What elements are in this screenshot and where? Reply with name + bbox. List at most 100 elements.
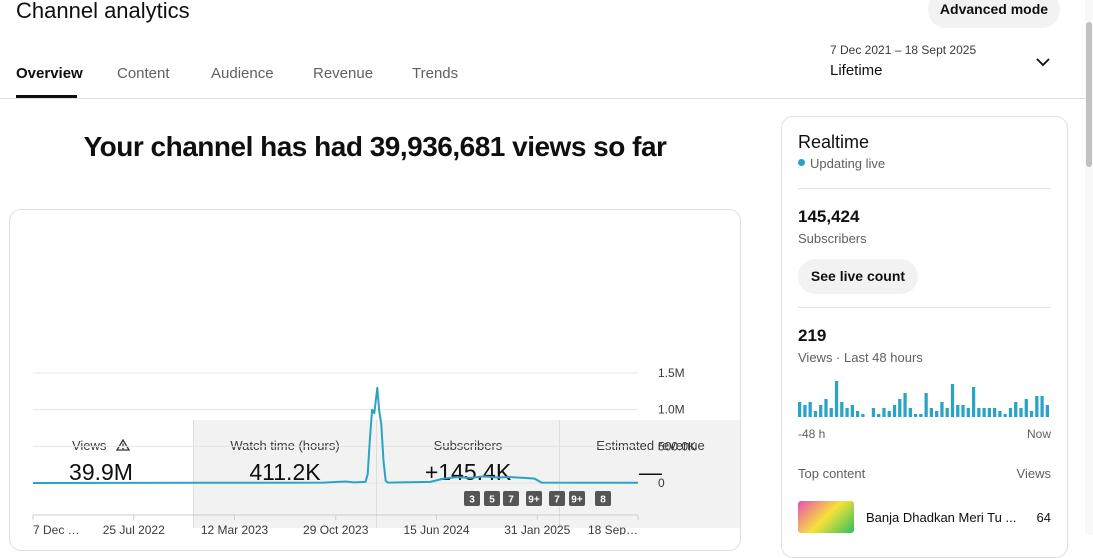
bar — [982, 408, 986, 417]
bar — [887, 411, 891, 417]
page-title: Channel analytics — [16, 0, 190, 23]
x-end-label: Now — [1026, 427, 1051, 441]
annotation-marker[interactable]: 8 — [595, 491, 611, 506]
bar — [935, 411, 939, 417]
bar — [877, 414, 881, 417]
bar — [924, 393, 928, 417]
bar — [908, 408, 912, 417]
y-tick-label: 1.5M — [658, 366, 685, 380]
realtime-views: 219 — [798, 326, 827, 345]
bar — [1045, 405, 1049, 417]
metric-label: Subscribers — [433, 438, 503, 453]
subscriber-label: Subscribers — [798, 231, 867, 246]
bar — [1024, 399, 1028, 417]
metric-label: Views — [71, 438, 107, 453]
metric-tab[interactable]: Views 39.9M — [10, 420, 192, 528]
scrollbar[interactable] — [1085, 0, 1093, 535]
x-tick-label: 15 Jun 2024 — [403, 523, 469, 535]
annotation-marker[interactable]: 9+ — [569, 491, 585, 506]
marker-badge — [595, 491, 611, 506]
tab[interactable]: Audience — [211, 65, 274, 82]
metrics-card: Views 39.9M Watch time (hours) 411.2K Su… — [9, 209, 741, 551]
bar — [798, 402, 802, 417]
bar — [1019, 408, 1023, 417]
tab-indicator — [16, 95, 77, 98]
metric-value: 39.9M — [69, 459, 133, 485]
bar — [1014, 402, 1018, 417]
tab[interactable]: Overview — [16, 65, 83, 82]
bar — [1003, 414, 1007, 417]
video-thumbnail[interactable] — [798, 501, 854, 533]
annotation-marker[interactable]: 7 — [549, 491, 565, 506]
headline: Your channel has had 39,936,681 views so… — [83, 131, 667, 162]
tab[interactable]: Content — [117, 65, 170, 82]
scrollbar-thumb[interactable] — [1086, 22, 1092, 167]
marker-label: 9+ — [528, 495, 540, 506]
annotation-marker[interactable]: 5 — [484, 491, 500, 506]
bar — [808, 402, 812, 417]
marker-label: 7 — [508, 495, 514, 506]
x-tick-label: 29 Oct 2023 — [303, 523, 369, 535]
bar — [1040, 396, 1044, 417]
x-tick-label: 12 Mar 2023 — [201, 523, 269, 535]
y-tick-label: 500.0K — [658, 439, 696, 453]
tab[interactable]: Revenue — [313, 65, 374, 82]
y-tick-label: 1.0M — [658, 403, 685, 417]
marker-badge — [569, 491, 585, 506]
dropdown-chevron[interactable] — [1035, 55, 1051, 69]
bar — [998, 411, 1002, 417]
date-period[interactable]: Lifetime — [830, 62, 883, 79]
see-live-count-button[interactable]: See live count — [798, 259, 918, 294]
date-range: 7 Dec 2021 – 18 Sept 2025 — [830, 43, 977, 57]
metric-tab[interactable]: Subscribers +145.4K — [376, 420, 559, 528]
bar — [813, 411, 818, 417]
bar — [903, 393, 907, 417]
metric-tab[interactable]: Estimated revenue — — [559, 420, 740, 528]
views-header: Views — [1016, 466, 1051, 481]
x-start-label: -48 h — [798, 427, 826, 441]
bar — [977, 408, 981, 417]
marker-label: 5 — [489, 495, 495, 506]
divider — [798, 307, 1051, 308]
marker-label: 7 — [554, 495, 560, 506]
advanced-mode-button[interactable]: Advanced mode — [928, 0, 1060, 28]
marker-badge — [464, 491, 480, 506]
charts: 0 500.0K 1.0M 1.5M 7 Dec … 25 Jul 2022 12 Mar … — [32, 366, 1049, 535]
bar — [892, 405, 897, 417]
marker-label: 8 — [600, 495, 606, 506]
annotation-marker[interactable]: 3 — [464, 491, 480, 506]
x-tick-label: 7 Dec … — [33, 523, 80, 535]
bar — [993, 408, 997, 417]
annotation-marker[interactable]: 9+ — [526, 491, 542, 506]
divider — [0, 98, 1085, 99]
x-tick-label: 31 Jan 2025 — [504, 523, 570, 535]
video-title[interactable]: Banja Dhadkan Meri Tu ... — [866, 510, 1017, 525]
bar — [882, 408, 886, 417]
bar — [840, 402, 844, 417]
realtime-views-label: Views · Last 48 hours — [798, 350, 923, 365]
metric-label: Estimated revenue — [596, 438, 705, 453]
annotation-marker[interactable]: 7 — [503, 491, 519, 506]
bar — [834, 381, 839, 417]
x-tick-label: 18 Sep… — [588, 523, 638, 535]
bar — [945, 408, 949, 417]
marker-badge — [526, 491, 542, 506]
divider — [798, 188, 1051, 189]
bar — [1029, 411, 1034, 417]
realtime-status: Updating live — [810, 156, 886, 171]
video-views: 64 — [1036, 510, 1051, 525]
bar — [961, 405, 965, 417]
bar — [855, 411, 860, 417]
marker-label: 3 — [469, 495, 475, 506]
bar — [819, 405, 823, 417]
marker-badge — [549, 491, 565, 506]
subscriber-count: 145,424 — [798, 207, 860, 226]
bar — [919, 414, 923, 417]
metric-tab[interactable]: Watch time (hours) 411.2K — [193, 420, 376, 528]
top-content-header: Top content — [798, 466, 866, 481]
realtime-title: Realtime — [798, 132, 870, 152]
bar — [898, 399, 902, 417]
bar — [987, 408, 992, 417]
bar — [850, 405, 854, 417]
tab[interactable]: Trends — [412, 65, 459, 82]
